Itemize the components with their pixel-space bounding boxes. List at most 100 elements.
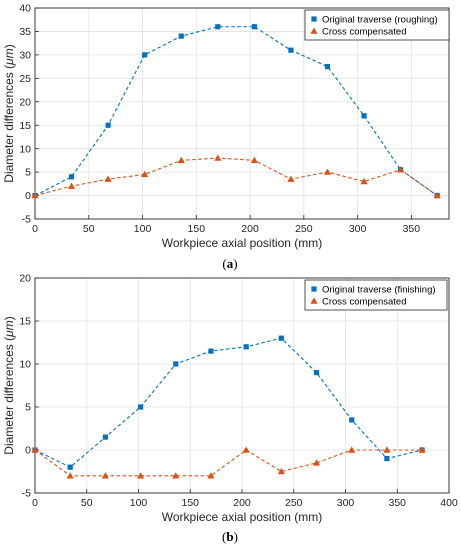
- data-point-triangle: [360, 177, 368, 185]
- data-point-triangle: [312, 459, 321, 466]
- data-point-triangle: [172, 472, 180, 479]
- x-tick-label: 350: [388, 497, 406, 509]
- series-line-1: [34, 157, 438, 197]
- data-point-triangle: [277, 467, 285, 475]
- caption-open: (: [222, 529, 226, 544]
- data-point-triangle: [31, 446, 39, 453]
- data-point-square: [178, 33, 184, 39]
- y-axis-label-prefix: Diameter differences (: [2, 337, 16, 455]
- y-axis-label-suffix: ): [2, 316, 16, 320]
- data-point-square: [102, 434, 108, 440]
- legend-label-0: Original traverse (finishing): [322, 284, 436, 295]
- y-axis-label-prefix: Diameter differences (: [2, 65, 16, 183]
- x-tick-label: 250: [295, 223, 313, 235]
- data-point-square: [278, 335, 284, 341]
- data-point-square: [173, 361, 179, 367]
- x-tick-label: 0: [32, 497, 38, 509]
- caption-close: ): [233, 256, 237, 271]
- data-point-triangle: [214, 154, 222, 161]
- data-point-square: [251, 24, 257, 30]
- caption-close: ): [234, 529, 238, 544]
- y-axis-label: Diameter differences (μm): [2, 316, 16, 454]
- data-point-triangle: [141, 170, 149, 178]
- data-point-square: [142, 52, 148, 58]
- x-tick-label: 200: [241, 223, 259, 235]
- data-point-square: [215, 24, 221, 30]
- legend-box: [304, 9, 450, 41]
- data-point-square: [349, 417, 355, 423]
- axes-box: [34, 7, 450, 220]
- x-tick-label: 100: [134, 223, 152, 235]
- y-tick-label: 0: [25, 445, 31, 457]
- x-tick-label: 100: [130, 497, 148, 509]
- x-tick-label: 150: [181, 497, 199, 509]
- y-tick-label: 5: [25, 402, 31, 414]
- x-tick-label: 50: [81, 497, 93, 509]
- data-point-square: [105, 122, 111, 128]
- x-tick-label: 200: [233, 497, 251, 509]
- data-point-square: [243, 344, 249, 350]
- y-axis-label: Diameter differences (μm): [2, 44, 16, 182]
- data-point-square: [68, 174, 75, 180]
- caption: (b): [222, 529, 238, 544]
- data-point-triangle: [136, 472, 145, 479]
- y-axis-label-suffix: ): [2, 44, 16, 48]
- x-tick-label: 350: [403, 223, 421, 235]
- y-tick-label: 0: [25, 190, 31, 202]
- data-point-triangle: [242, 446, 250, 453]
- data-point-square: [137, 404, 144, 410]
- data-point-triangle: [323, 168, 332, 175]
- y-tick-label: 10: [19, 359, 31, 371]
- y-tick-label: 5: [25, 167, 31, 179]
- y-tick-label: 35: [19, 26, 31, 38]
- data-point-triangle: [31, 191, 39, 199]
- y-axis-label-unit: μm: [2, 320, 16, 338]
- data-point-triangle: [207, 472, 215, 479]
- data-point-square: [384, 456, 390, 462]
- legend-label-1: Cross compensated: [322, 296, 406, 307]
- data-point-triangle: [383, 446, 391, 453]
- data-point-triangle: [418, 446, 426, 453]
- data-point-square: [313, 370, 320, 376]
- chart-a: 0 50 100 150 200 250 300 350-50510152025303540W…: [2, 3, 450, 271]
- legend-label-1: Cross compensated: [322, 26, 406, 37]
- caption-letter: b: [226, 529, 233, 544]
- data-point-triangle: [177, 156, 185, 164]
- y-tick-label: 15: [19, 120, 31, 132]
- y-tick-label: 20: [19, 96, 31, 108]
- series-line-1: [34, 449, 423, 477]
- plot-area: [35, 8, 449, 219]
- data-point-triangle: [287, 175, 295, 182]
- y-tick-label: -5: [22, 214, 31, 226]
- data-point-square: [324, 64, 331, 70]
- x-tick-label: 400: [440, 497, 458, 509]
- legend-marker-triangle: [310, 297, 318, 304]
- y-axis-label-unit: μm: [2, 48, 16, 66]
- data-point-triangle: [66, 472, 74, 479]
- y-tick-label: 20: [19, 273, 31, 285]
- y-tick-label: 15: [19, 316, 31, 328]
- data-point-triangle: [397, 166, 405, 173]
- y-tick-label: 30: [19, 49, 31, 61]
- legend-marker-square: [311, 16, 317, 22]
- legend-marker-triangle: [310, 27, 318, 34]
- x-axis-label: Workpiece axial position (mm): [162, 236, 323, 250]
- x-tick-label: 300: [349, 223, 367, 235]
- series-line-0: [34, 337, 423, 468]
- data-point-square: [208, 348, 214, 354]
- y-tick-label: 40: [19, 3, 31, 15]
- x-tick-label: 50: [83, 223, 95, 235]
- x-tick-label: 150: [188, 223, 206, 235]
- data-point-triangle: [433, 191, 441, 199]
- legend-box: [304, 279, 448, 311]
- x-tick-label: 300: [337, 497, 355, 509]
- x-tick-label: 250: [285, 497, 303, 509]
- x-tick-label: 0: [32, 223, 38, 235]
- y-tick-label: -5: [22, 488, 31, 500]
- chart-b: 0 50 100 150 200 250 300 350 400-505101520Workpi…: [2, 273, 458, 544]
- data-point-triangle: [67, 182, 76, 189]
- legend-marker-square: [311, 286, 317, 292]
- caption-letter: a: [227, 256, 234, 271]
- data-point-triangle: [101, 472, 109, 479]
